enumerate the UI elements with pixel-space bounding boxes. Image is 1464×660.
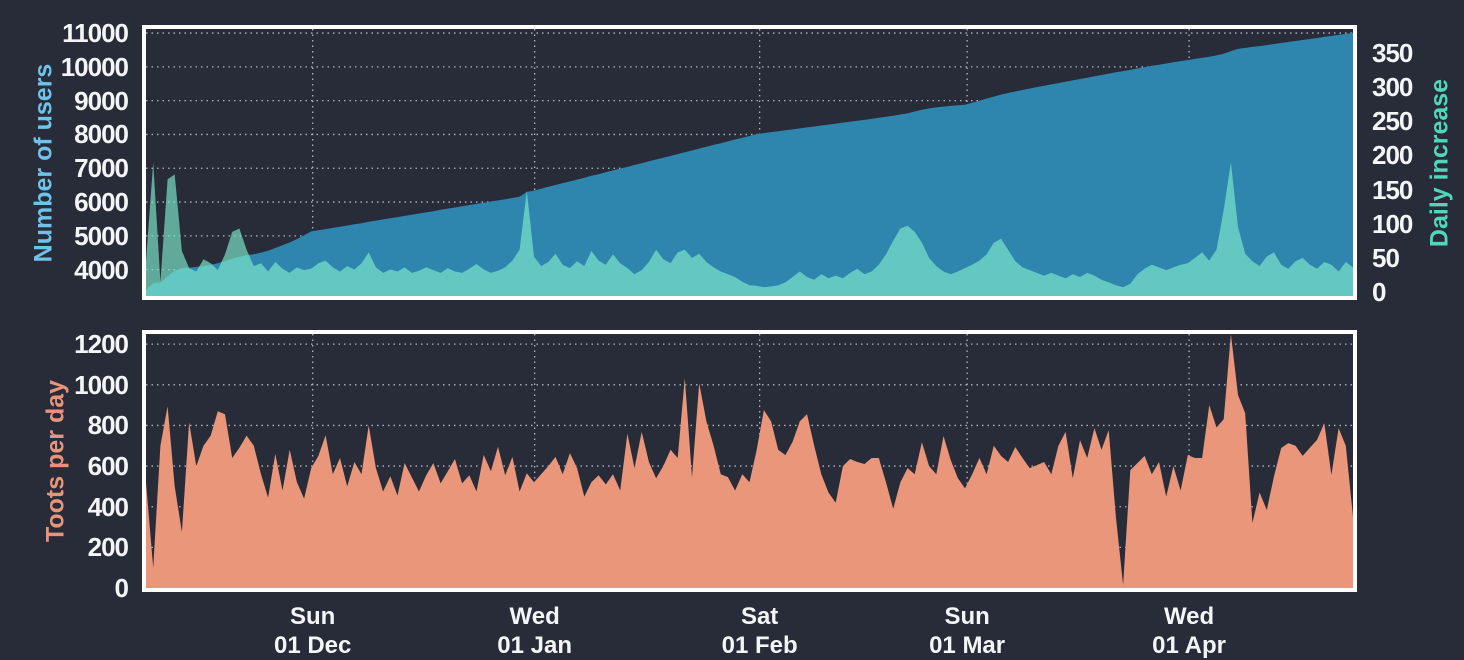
- y-tick-label-right: 350: [1372, 38, 1413, 68]
- y-tick-label-left: 5000: [74, 220, 129, 251]
- users-chart-panel: [142, 25, 1357, 300]
- x-tick-date: 01 Feb: [721, 632, 798, 659]
- y-tick-label-right: 100: [1372, 208, 1413, 239]
- x-tick-label: Wed 01 Jan: [465, 602, 605, 660]
- y-tick-label-left: 6000: [74, 187, 129, 218]
- x-tick-weekday: Sun: [290, 603, 336, 630]
- y-tick-label-left: 0: [114, 573, 129, 603]
- x-tick-weekday: Wed: [509, 603, 560, 630]
- y-tick-label-right: 0: [1372, 277, 1387, 307]
- x-tick-label: Wed 01 Apr: [1119, 602, 1259, 660]
- x-tick-date: 01 Mar: [929, 632, 1006, 659]
- y-tick-label-left: 800: [87, 410, 129, 441]
- x-tick-date: 01 Apr: [1152, 632, 1226, 659]
- x-tick-date: 01 Dec: [273, 632, 352, 659]
- area-total-users: [146, 32, 1353, 296]
- area-toots-per-day: [146, 334, 1353, 588]
- toots-chart-panel: [142, 330, 1357, 592]
- y-tick-label-right: 150: [1372, 174, 1413, 205]
- x-tick-weekday: Sun: [944, 603, 990, 630]
- y-tick-label-left: 1200: [74, 329, 129, 360]
- y-tick-label-right: 200: [1372, 140, 1413, 171]
- y-tick-label-right: 250: [1372, 106, 1413, 137]
- y-tick-label-left: 11000: [62, 18, 129, 49]
- y-tick-label-right: 300: [1372, 72, 1413, 103]
- x-tick-weekday: Sat: [740, 603, 779, 630]
- x-tick-label: Sun 01 Dec: [243, 602, 383, 660]
- y-tick-label-right: 50: [1372, 242, 1400, 273]
- y-tick-label-left: 1000: [74, 369, 129, 400]
- toots-chart-plot: [146, 334, 1353, 588]
- y-tick-label-left: 10000: [60, 51, 129, 82]
- area-daily-increase: [146, 162, 1353, 296]
- x-tick-date: 01 Jan: [497, 632, 572, 659]
- x-tick-label: Sat 01 Feb: [690, 602, 830, 660]
- daily-increase-axis-title: Daily increase: [1425, 78, 1454, 248]
- y-tick-label-left: 9000: [74, 85, 129, 116]
- x-tick-label: Sun 01 Mar: [897, 602, 1037, 660]
- y-tick-label-left: 7000: [74, 153, 129, 184]
- y-tick-label-left: 400: [87, 491, 129, 522]
- y-tick-label-left: 200: [87, 532, 129, 563]
- users-chart-plot: [146, 29, 1353, 296]
- y-tick-label-left: 4000: [74, 254, 129, 285]
- y-tick-label-left: 600: [87, 451, 129, 482]
- y-tick-label-left: 8000: [74, 119, 129, 150]
- x-tick-weekday: Wed: [1163, 603, 1215, 630]
